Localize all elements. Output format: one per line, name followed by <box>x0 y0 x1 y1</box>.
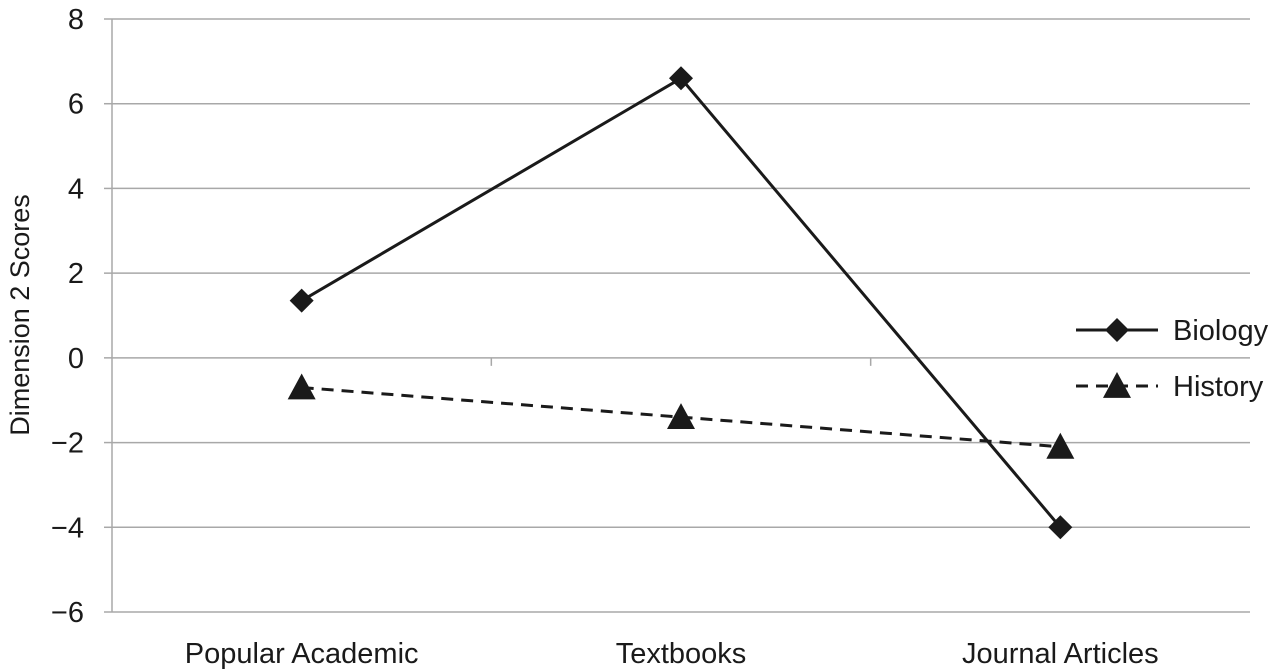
series-biology-line <box>300 76 1062 529</box>
series-history-point <box>1046 432 1075 459</box>
legend-biology-marker <box>1105 318 1129 342</box>
x-tick-label: Textbooks <box>616 638 747 670</box>
y-tick-label: 2 <box>68 258 84 290</box>
x-tick-labels: Popular Academic Textbooks Journal Article… <box>185 638 1159 670</box>
y-tick-label: −4 <box>51 512 84 544</box>
series-biology-point <box>289 288 314 313</box>
legend-history-marker <box>1103 372 1131 398</box>
series-history-point <box>667 403 695 430</box>
legend-history-label: History <box>1173 371 1264 403</box>
series-biology-point <box>1048 515 1073 540</box>
legend-biology-label: Biology <box>1173 315 1269 347</box>
series-biology-point <box>669 66 693 91</box>
y-tick-labels: 8 6 4 2 0 −2 −4 −6 <box>51 4 84 629</box>
y-tick-label: 6 <box>68 89 84 121</box>
legend: Biology History <box>1076 315 1269 403</box>
x-tick-label: Popular Academic <box>185 638 419 670</box>
series-layer <box>287 66 1075 540</box>
axis-layer <box>104 18 872 613</box>
grid-layer <box>112 18 1250 613</box>
y-tick-label: 8 <box>68 4 84 36</box>
y-tick-label: 0 <box>68 343 84 375</box>
y-axis-title: Dimension 2 Scores <box>5 194 35 436</box>
series-history-point <box>287 373 316 400</box>
y-tick-label: 4 <box>68 173 84 205</box>
x-tick-label: Journal Articles <box>962 638 1159 670</box>
y-tick-label: −6 <box>51 597 84 629</box>
y-tick-label: −2 <box>51 428 84 460</box>
